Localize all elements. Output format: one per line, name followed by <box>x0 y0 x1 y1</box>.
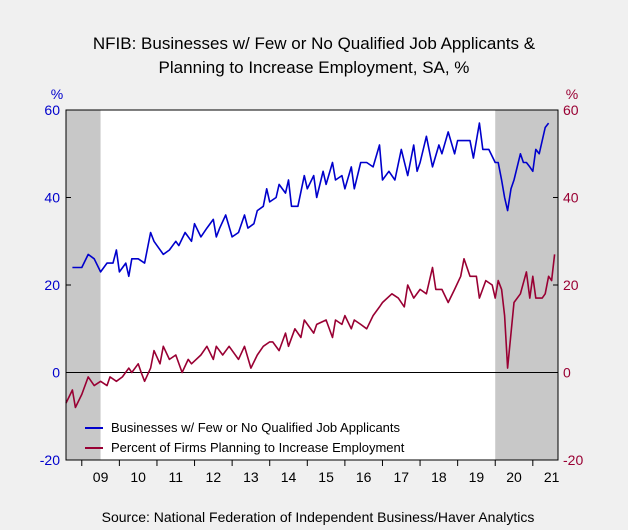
plot-background <box>66 110 558 460</box>
series-line-employment <box>65 254 556 409</box>
recession-band-0 <box>66 110 101 460</box>
left-axis-ticks: -20 0 20 40 60 <box>40 102 71 468</box>
left-axis-unit: % <box>51 86 63 102</box>
x-tick-label: 15 <box>318 469 334 485</box>
x-tick-label: 12 <box>206 469 222 485</box>
plot-area <box>65 109 559 461</box>
x-tick-label: 14 <box>281 469 297 485</box>
right-axis-ticks: -20 0 20 40 60 <box>553 102 583 468</box>
right-axis-unit: % <box>566 86 578 102</box>
right-tick-label: 60 <box>563 102 579 118</box>
chart-title-line2: Planning to Increase Employment, SA, % <box>159 58 470 77</box>
x-axis-ticks: 09 10 11 12 13 14 15 16 17 18 19 20 21 <box>81 460 560 485</box>
left-tick-label: 40 <box>44 190 60 206</box>
x-tick-label: 13 <box>243 469 259 485</box>
left-tick-label: 60 <box>44 102 60 118</box>
x-tick-label: 09 <box>93 469 109 485</box>
chart-title-line1: NFIB: Businesses w/ Few or No Qualified … <box>93 34 536 53</box>
left-tick-label: 0 <box>52 365 60 381</box>
left-tick-label: 20 <box>44 277 60 293</box>
legend: Businesses w/ Few or No Qualified Job Ap… <box>85 420 405 455</box>
source-note: Source: National Federation of Independe… <box>102 509 535 525</box>
right-tick-label: -20 <box>563 452 583 468</box>
series-lines <box>65 122 556 409</box>
legend-label-applicants: Businesses w/ Few or No Qualified Job Ap… <box>111 420 401 435</box>
x-tick-label: 21 <box>544 469 560 485</box>
x-tick-label: 11 <box>168 469 183 485</box>
right-tick-label: 20 <box>563 277 579 293</box>
x-tick-label: 19 <box>469 469 485 485</box>
left-tick-label: -20 <box>40 452 60 468</box>
x-tick-label: 10 <box>130 469 146 485</box>
legend-label-employment: Percent of Firms Planning to Increase Em… <box>111 440 405 455</box>
right-tick-label: 0 <box>563 365 571 381</box>
x-tick-label: 18 <box>431 469 447 485</box>
x-tick-label: 16 <box>356 469 372 485</box>
x-tick-label: 17 <box>393 469 409 485</box>
series-line-applicants <box>72 122 550 278</box>
right-tick-label: 40 <box>563 190 579 206</box>
x-tick-label: 20 <box>506 469 522 485</box>
